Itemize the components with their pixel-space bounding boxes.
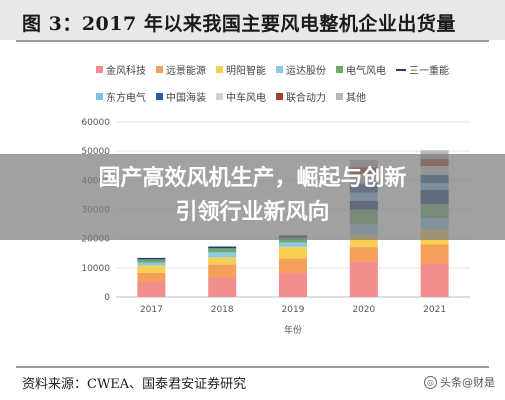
legend-item: 三一重能 [396,62,449,77]
headline-line-2: 引领行业新风向 [175,200,330,225]
legend-item: 运达股份 [276,62,326,77]
legend-label: 中国海装 [166,93,206,104]
legend-swatch [276,66,283,73]
chart-legend: 金风科技 远景能源 明阳智能 运达股份 电气风电 三一重能 东方电气 中国海装 … [96,62,476,116]
bar-segment [137,281,166,297]
source-note: 资料来源：CWEA、国泰君安证券研究 [22,377,247,392]
bar-segment [208,257,237,265]
legend-label: 东方电气 [106,93,146,104]
source-divider [16,366,489,368]
bar-segment [420,244,449,264]
legend-label: 运达股份 [286,66,326,77]
legend-label: 金风科技 [106,66,146,77]
bar-segment [137,262,166,266]
legend-item: 东方电气 [96,89,146,104]
legend-label: 其他 [346,93,366,104]
legend-swatch [396,68,406,71]
legend-swatch [276,93,283,100]
y-tick-label: 0 [104,293,110,303]
x-tick-label: 2019 [282,305,305,315]
legend-label: 中车风电 [226,93,266,104]
headline-text: 国产高效风机生产，崛起与创新 引领行业新风向 [0,162,505,230]
legend-swatch [156,66,163,73]
legend-label: 联合动力 [286,93,326,104]
bar-segment [279,258,307,274]
bar-segment [137,265,166,273]
legend-swatch [96,66,103,73]
y-tick-label: 10000 [81,264,110,274]
chart-title: 图 3：2017 年以来我国主要风电整机企业出货量 [22,13,456,35]
legend-label: 三一重能 [409,66,449,77]
legend-label: 明阳智能 [226,66,266,77]
headline-line-1: 国产高效风机生产，崛起与创新 [98,166,407,191]
watermark-text: 头条@财是 [440,376,495,389]
bar-segment [349,247,378,262]
x-tick-label: 2017 [140,305,163,315]
legend-row-2: 东方电气 中国海装 中车风电 联合动力 其他 [96,89,476,104]
y-tick-label: 60000 [81,118,110,128]
bar-segment [208,277,237,297]
legend-item: 电气风电 [336,62,386,77]
legend-item: 联合动力 [276,89,326,104]
legend-swatch [216,66,223,73]
legend-swatch [336,66,343,73]
bar-segment [208,252,237,258]
x-tick-label: 2020 [352,305,375,315]
bar-segment [208,264,237,278]
legend-swatch [156,93,163,100]
bar-segment [279,242,307,247]
bar-segment [208,246,237,249]
bar-segment [208,248,237,253]
legend-item: 其他 [336,89,366,104]
legend-swatch [336,93,343,100]
legend-item: 中国海装 [156,89,206,104]
bar-segment [137,272,166,282]
bar-segment [420,263,449,297]
watermark-icon: ◎ [424,375,437,389]
legend-swatch [216,93,223,100]
title-divider [16,40,489,42]
legend-row-1: 金风科技 远景能源 明阳智能 运达股份 电气风电 三一重能 [96,62,476,77]
headline-overlay [0,154,505,240]
legend-label: 电气风电 [346,66,386,77]
bar-segment [137,259,166,263]
x-tick-label: 2021 [423,305,446,315]
y-tick-label: 50000 [81,147,110,157]
legend-item: 金风科技 [96,62,146,77]
legend-label: 远景能源 [166,66,206,77]
bar-segment [137,257,166,260]
bar-segment [349,261,378,297]
legend-item: 明阳智能 [216,62,266,77]
title-bar [0,0,505,40]
watermark: ◎ 头条@财是 [424,374,495,390]
x-tick-label: 2018 [211,305,234,315]
legend-item: 远景能源 [156,62,206,77]
legend-item: 中车风电 [216,89,266,104]
legend-swatch [96,93,103,100]
bar-segment [279,273,307,297]
bar-segment [279,246,307,259]
x-axis-title: 年份 [284,324,302,336]
